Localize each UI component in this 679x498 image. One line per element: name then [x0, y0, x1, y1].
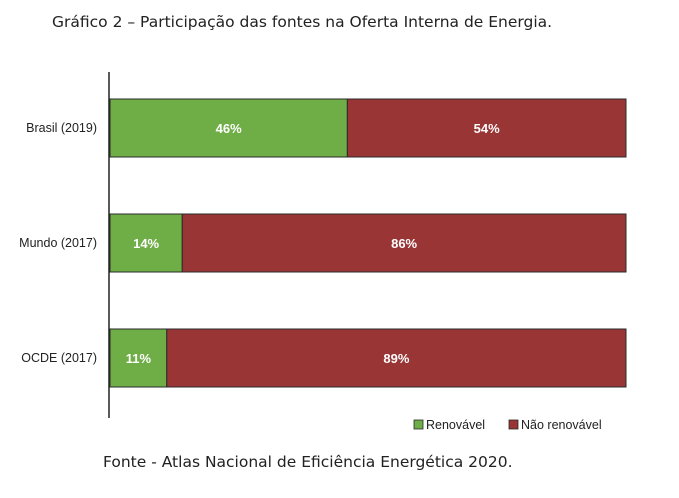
- bar-nao-renovavel-3: [166, 328, 627, 388]
- legend-swatch-renovavel: [413, 419, 424, 430]
- legend: Renovável Não renovável: [413, 418, 602, 432]
- data-label-nao-renovavel-1: 54%: [474, 121, 500, 136]
- category-label-3: OCDE (2017): [21, 351, 97, 365]
- chart-title: Gráfico 2 – Participação das fontes na O…: [52, 13, 553, 31]
- bar-renovavel-3: [109, 328, 168, 388]
- data-label-renovavel-3: 11%: [126, 351, 152, 366]
- bar-nao-renovavel-2: [181, 213, 627, 273]
- bars-group: 46% 54% 14% 86% 11% 89%: [109, 98, 627, 388]
- bar-renovavel-2: [109, 213, 183, 273]
- legend-label-nao-renovavel: Não renovável: [521, 418, 602, 432]
- bar-nao-renovavel-1: [346, 98, 627, 158]
- data-label-nao-renovavel-2: 86%: [391, 236, 417, 251]
- category-label-1: Brasil (2019): [26, 121, 97, 135]
- legend-swatch-nao-renovavel: [508, 419, 519, 430]
- category-label-2: Mundo (2017): [19, 236, 97, 250]
- bar-renovavel-1: [109, 98, 348, 158]
- data-label-renovavel-1: 46%: [216, 121, 242, 136]
- data-label-renovavel-2: 14%: [133, 236, 159, 251]
- source-caption: Fonte - Atlas Nacional de Eficiência Ene…: [103, 453, 513, 471]
- category-labels-group: Brasil (2019) Mundo (2017) OCDE (2017): [19, 121, 97, 365]
- data-label-nao-renovavel-3: 89%: [383, 351, 409, 366]
- legend-label-renovavel: Renovável: [426, 418, 485, 432]
